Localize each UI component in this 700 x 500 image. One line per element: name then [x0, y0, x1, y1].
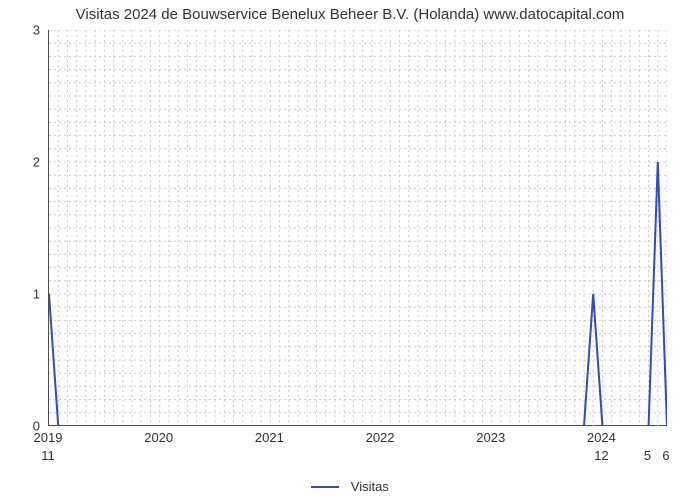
legend: Visitas [0, 478, 700, 494]
x-secondary-label: 12 [594, 448, 608, 463]
chart-title: Visitas 2024 de Bouwservice Benelux Behe… [0, 6, 700, 23]
x-tick-label: 2022 [366, 430, 395, 445]
x-secondary-label: 11 [41, 448, 55, 463]
x-tick-label: 2020 [144, 430, 173, 445]
y-tick-label: 2 [0, 155, 40, 170]
y-tick-label: 3 [0, 23, 40, 38]
chart-page: { "chart": { "type": "line", "title": "V… [0, 0, 700, 500]
chart-svg [49, 30, 667, 426]
x-tick-label: 2019 [34, 430, 63, 445]
y-tick-label: 1 [0, 287, 40, 302]
x-tick-label: 2024 [587, 430, 616, 445]
legend-swatch [311, 486, 339, 488]
x-secondary-label: 6 [662, 448, 669, 463]
x-tick-label: 2023 [476, 430, 505, 445]
plot-area [48, 30, 666, 426]
x-secondary-label: 5 [644, 448, 651, 463]
legend-label: Visitas [351, 479, 389, 494]
x-tick-label: 2021 [255, 430, 284, 445]
